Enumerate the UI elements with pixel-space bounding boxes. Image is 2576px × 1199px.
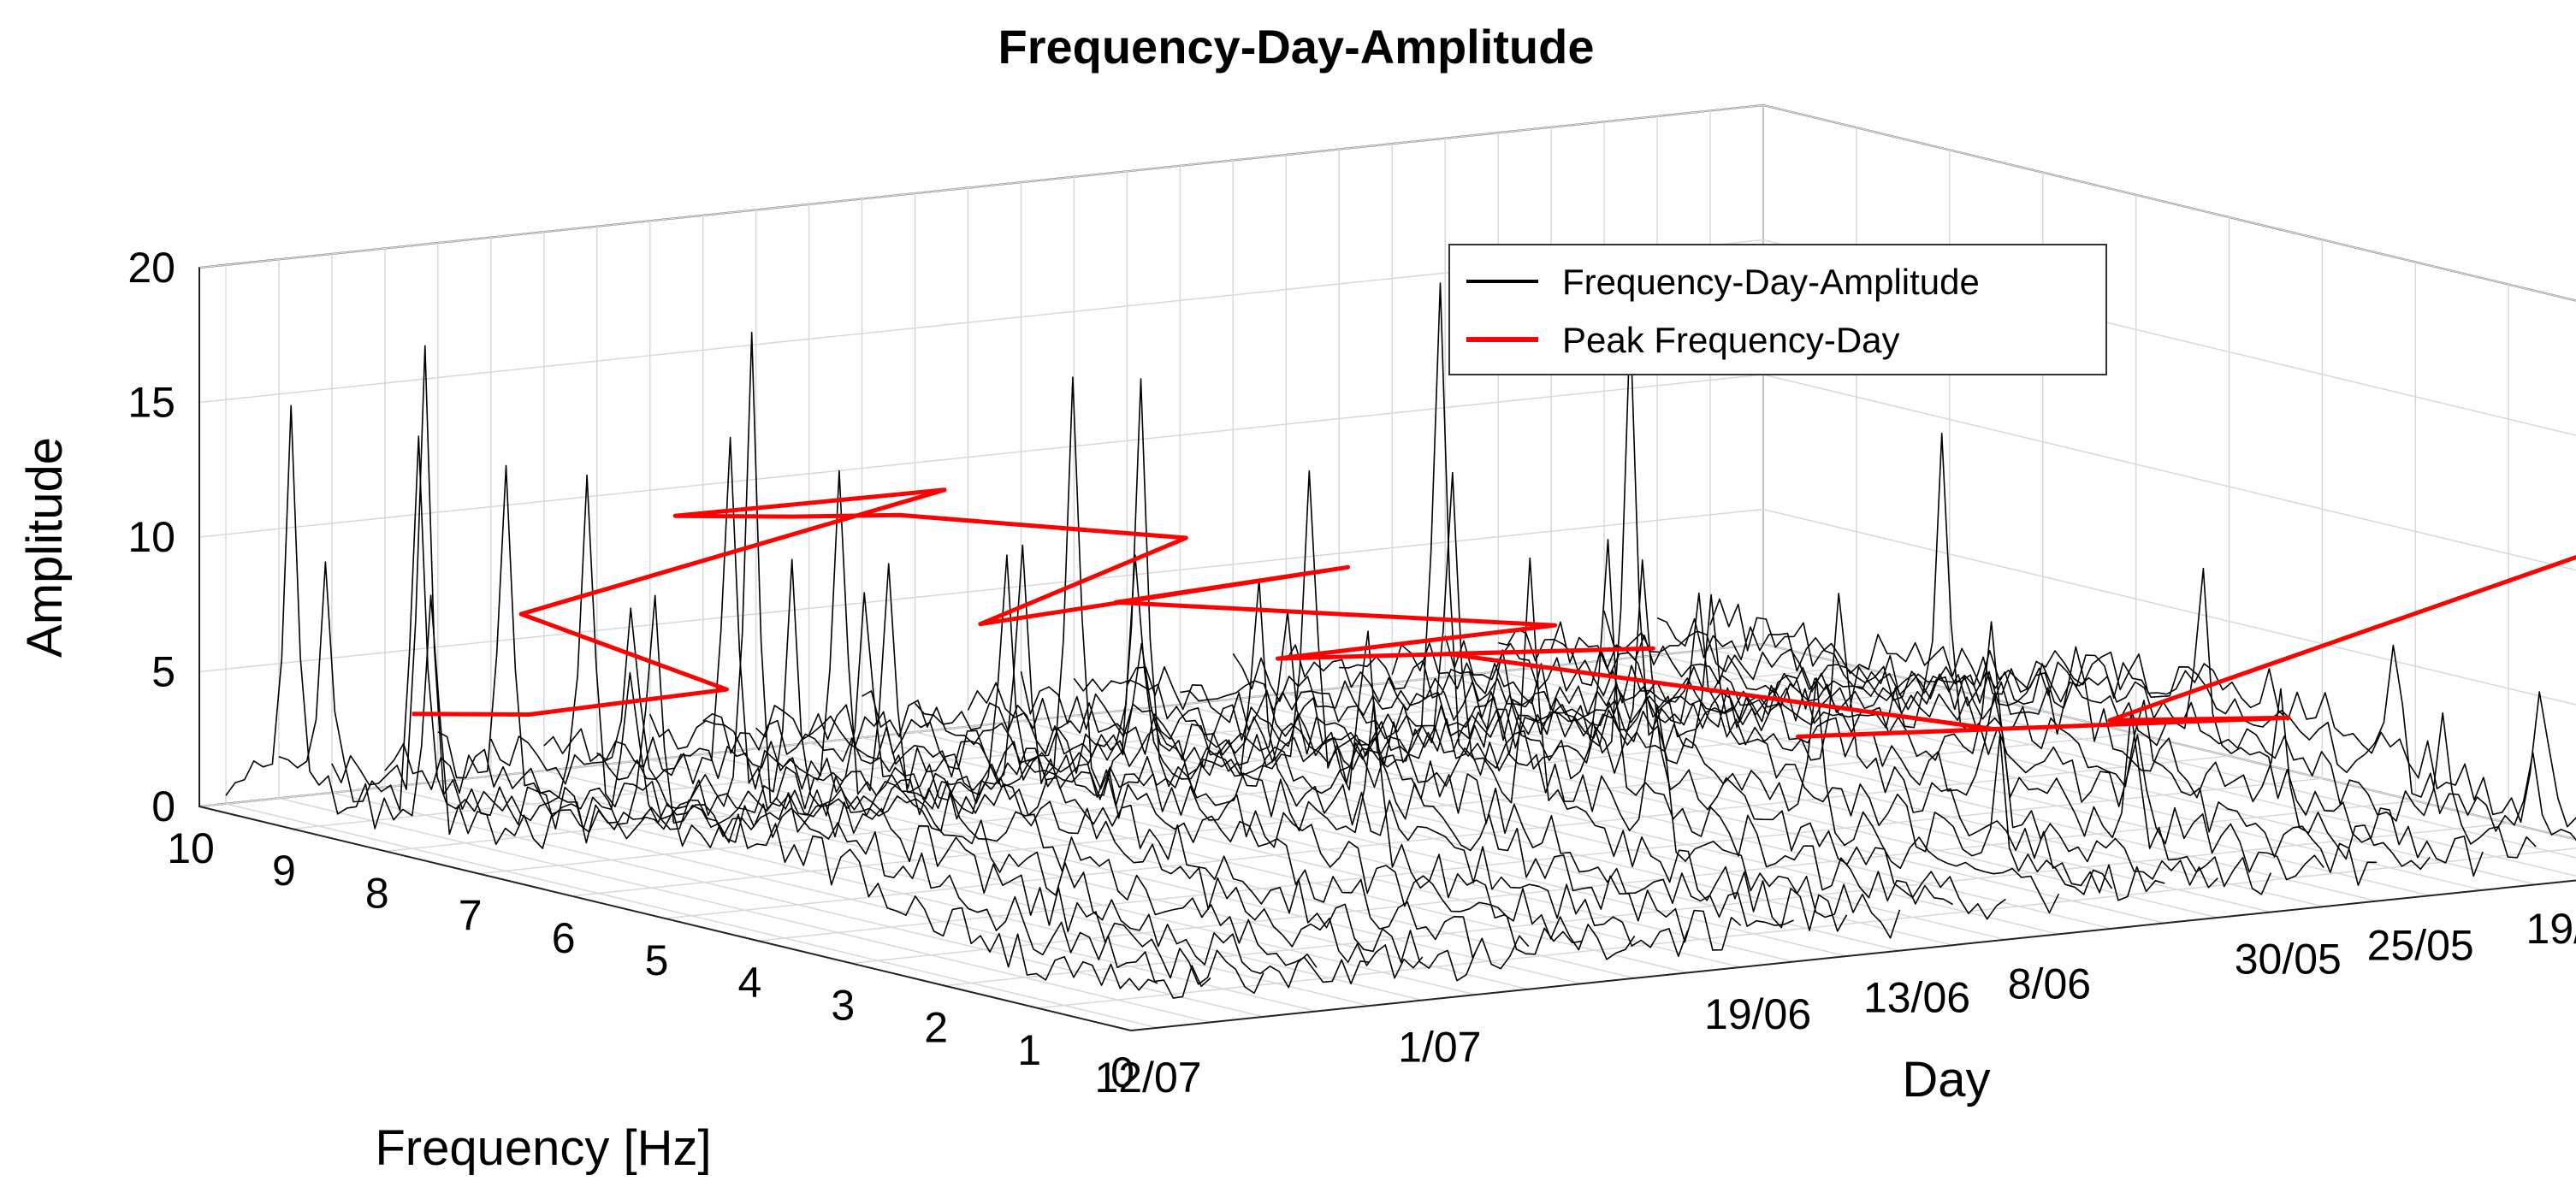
y-tick-label: 19/06 bbox=[1704, 990, 1811, 1038]
x-tick-label: 4 bbox=[737, 959, 761, 1007]
grid-line-frequency bbox=[851, 262, 2417, 965]
z-tick-label: 5 bbox=[151, 648, 175, 696]
spectrum-line bbox=[490, 331, 1424, 979]
x-tick-label: 8 bbox=[365, 869, 389, 917]
spectrum-line bbox=[384, 464, 1318, 989]
x-tick-label: 6 bbox=[552, 914, 576, 962]
x-tick-label: 2 bbox=[924, 1004, 948, 1052]
z-tick-label: 10 bbox=[127, 513, 175, 561]
legend-box bbox=[1448, 244, 2107, 375]
spectrum-line bbox=[1232, 592, 2165, 901]
spectrum-line bbox=[1603, 611, 2537, 859]
peak-frequency-path bbox=[412, 487, 2576, 739]
x-tick-label: 3 bbox=[831, 981, 855, 1029]
spectrum-line bbox=[437, 474, 1370, 985]
grid-line-frequency bbox=[758, 239, 2324, 942]
y-tick-label: 25/05 bbox=[2367, 921, 2474, 969]
x-tick-label: 0 bbox=[1110, 1048, 1134, 1096]
spectrum-line bbox=[755, 376, 1689, 958]
z-tick-label: 20 bbox=[127, 244, 175, 292]
legend: Frequency-Day-Amplitude Peak Frequency-D… bbox=[1448, 244, 2107, 375]
x-tick-label: 10 bbox=[167, 824, 215, 872]
back-wall-day bbox=[1762, 103, 2576, 841]
spectra-lines bbox=[225, 282, 2576, 999]
y-tick-label: 13/06 bbox=[1863, 974, 1970, 1022]
y-tick-label: 8/06 bbox=[2008, 960, 2091, 1008]
grid-line-frequency bbox=[571, 194, 2137, 897]
spectrum-line bbox=[1391, 432, 2324, 881]
spectrum-line bbox=[1020, 282, 1953, 906]
y-tick-label: 30/05 bbox=[2235, 936, 2342, 983]
spectrum-line bbox=[225, 405, 1158, 991]
spectrum-line bbox=[1339, 621, 2272, 895]
spectrum-line bbox=[1073, 558, 2006, 920]
z-tick-label: 0 bbox=[151, 783, 175, 830]
spectrum-line bbox=[1709, 598, 2576, 828]
spectrum-line bbox=[543, 436, 1477, 982]
y-axis-line bbox=[1130, 879, 2576, 1031]
spectrum-line bbox=[1444, 635, 2378, 886]
spectrum-line bbox=[702, 378, 1636, 960]
x-tick-label: 7 bbox=[459, 892, 483, 940]
x-tick-label: 9 bbox=[272, 847, 296, 895]
y-axis-label: Day bbox=[1902, 1052, 1990, 1107]
tick-labels: 0510152001234567891014/0519/0525/0530/05… bbox=[127, 244, 2576, 1102]
spectrum-line bbox=[278, 435, 1211, 999]
y-tick-label: 19/05 bbox=[2526, 905, 2576, 953]
legend-label-peak: Peak Frequency-Day bbox=[1562, 320, 1900, 360]
grid-line-frequency bbox=[945, 284, 2509, 987]
spectrum-line bbox=[1180, 594, 2113, 895]
z-axis-label: Amplitude bbox=[17, 437, 73, 658]
z-tick-label: 15 bbox=[127, 379, 175, 427]
spectrum-line bbox=[808, 554, 1742, 951]
grid-line-frequency bbox=[1038, 848, 2576, 1009]
x-tick-label: 1 bbox=[1017, 1026, 1041, 1074]
chart-title: Frequency-Day-Amplitude bbox=[998, 20, 1595, 74]
spectrum-line bbox=[914, 557, 1848, 932]
spectrum-line bbox=[1285, 644, 2218, 889]
x-axis-line bbox=[198, 806, 1132, 1031]
legend-label-spectra: Frequency-Day-Amplitude bbox=[1562, 262, 1980, 302]
y-tick-label: 1/07 bbox=[1398, 1024, 1481, 1072]
peak-frequency-line bbox=[412, 487, 2576, 739]
x-tick-label: 5 bbox=[645, 936, 669, 984]
x-axis-label: Frequency [Hz] bbox=[375, 1120, 711, 1176]
y-tick-label: 12/07 bbox=[1094, 1054, 1201, 1102]
